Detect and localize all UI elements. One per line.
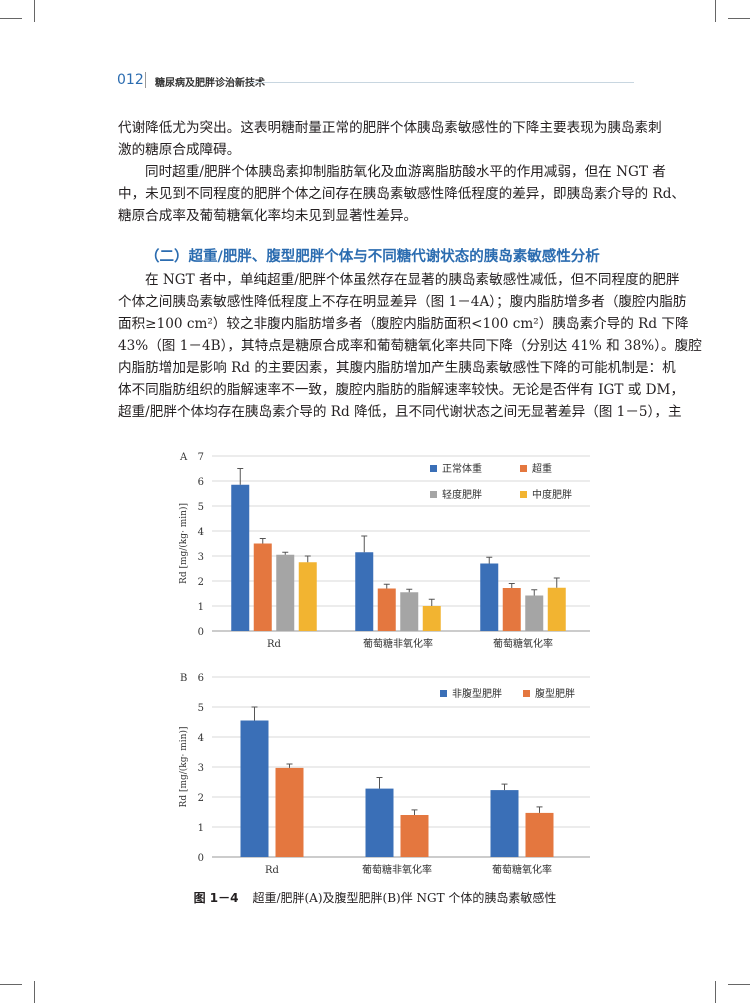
legend-swatch <box>440 690 447 697</box>
y-tick-label: 4 <box>198 527 204 538</box>
bar <box>365 788 394 857</box>
y-axis-title: Rd [mg/(kg· min)] <box>178 503 189 584</box>
y-tick-label: 7 <box>198 452 204 463</box>
section-heading: （二）超重/肥胖、腹型肥胖个体与不同糖代谢状态的胰岛素敏感性分析 <box>145 249 600 265</box>
x-category-label: 葡萄糖氧化率 <box>493 637 553 650</box>
legend-label: 轻度肥胖 <box>442 488 482 501</box>
y-tick-label: 5 <box>198 703 204 714</box>
bar <box>231 484 250 631</box>
text-line: 在 NGT 者中，单纯超重/肥胖个体虽然存在显著的胰岛素敏感性减低，但不同程度的… <box>145 272 680 288</box>
x-category-label: 葡萄糖非氧化率 <box>363 637 433 650</box>
legend-label: 非腹型肥胖 <box>452 687 502 700</box>
text-line: 糖原合成率及葡萄糖氧化率均未见到显著性差异。 <box>118 208 418 224</box>
chart-a: A 0 1 2 3 4 5 6 7 Rd [mg/(kg· min)] Rd 葡萄糖非氧化率 葡萄糖氧化… <box>178 452 590 650</box>
header-rule <box>250 82 634 83</box>
legend-swatch <box>523 690 530 697</box>
bar <box>377 588 396 631</box>
y-axis-title: Rd [mg/(kg· min)] <box>178 727 189 808</box>
y-tick-label: 3 <box>198 763 204 774</box>
legend-label: 超重 <box>532 462 552 475</box>
bar <box>240 720 269 857</box>
figure-caption-text: 超重/肥胖(A)及腹型肥胖(B)伴 NGT 个体的胰岛素敏感性 <box>252 891 557 905</box>
figure-label: 图 1－4 <box>193 891 239 905</box>
panel-label: A <box>179 452 188 463</box>
y-tick-label: 3 <box>198 552 204 563</box>
bar <box>547 587 566 631</box>
bar <box>276 554 295 631</box>
legend-swatch <box>520 465 527 472</box>
text-line: 激的糖原合成障碍。 <box>118 142 241 158</box>
y-tick-label: 6 <box>198 673 204 684</box>
y-tick-label: 2 <box>198 793 204 804</box>
crop-mark <box>34 981 35 1003</box>
legend-label: 腹型肥胖 <box>535 687 575 700</box>
crop-mark <box>34 0 35 22</box>
y-tick-label: 1 <box>198 823 204 834</box>
y-tick-label: 0 <box>198 853 204 864</box>
figure-caption: 图 1－4 超重/肥胖(A)及腹型肥胖(B)伴 NGT 个体的胰岛素敏感性 <box>0 889 750 906</box>
text-line: 体不同脂肪组织的脂解速率不一致，腹腔内脂肪的脂解速率较快。无论是否伴有 IGT … <box>118 382 685 398</box>
bar <box>525 595 544 631</box>
text-line: 代谢降低尤为突出。这表明糖耐量正常的肥胖个体胰岛素敏感性的下降主要表现为胰岛素刺 <box>118 120 662 136</box>
bar <box>298 562 317 631</box>
crop-mark <box>728 984 750 985</box>
bar <box>355 552 374 631</box>
chart-b: B 0 1 2 3 4 5 6 Rd [mg/(kg· min)] Rd 葡萄糖非氧化率 葡萄糖氧化率… <box>178 673 590 876</box>
text-line: 面积≥100 cm²）较之非腹内脂肪增多者（腹腔内脂肪面积<100 cm²）胰岛… <box>118 316 689 332</box>
bar <box>275 767 304 857</box>
x-category-label: Rd <box>265 865 280 876</box>
crop-mark <box>715 0 716 22</box>
y-tick-label: 4 <box>198 733 204 744</box>
legend-swatch <box>520 491 527 498</box>
legend-label: 中度肥胖 <box>532 488 572 501</box>
x-category-label: 葡萄糖氧化率 <box>492 863 552 876</box>
legend-label: 正常体重 <box>442 462 482 475</box>
bar <box>480 563 499 631</box>
text-line: 43%（图 1－4B），其特点是糖原合成率和葡萄糖氧化率共同下降（分别达 41%… <box>118 338 702 354</box>
running-header-title: 糖尿病及肥胖诊治新技术 <box>155 78 265 89</box>
text-line: 内脂肪增加是影响 Rd 的主要因素，其腹内脂肪增加产生胰岛素敏感性下降的可能机制… <box>118 360 676 376</box>
crop-mark <box>0 984 22 985</box>
bar <box>400 815 429 857</box>
x-category-label: Rd <box>267 639 282 650</box>
bar <box>502 588 521 631</box>
bar <box>253 543 272 631</box>
bar <box>490 790 519 857</box>
text-line: 超重/肥胖个体均存在胰岛素介导的 Rd 降低，且不同代谢状态之间无显著差异（图 … <box>118 404 682 420</box>
text-line: 同时超重/肥胖个体胰岛素抑制脂肪氧化及血游离脂肪酸水平的作用减弱，但在 NGT … <box>145 164 666 180</box>
bar <box>400 592 419 631</box>
legend-swatch <box>430 491 437 498</box>
text-line: 个体之间胰岛素敏感性降低程度上不存在明显差异（图 1－4A）；腹内脂肪增多者（腹… <box>118 294 687 310</box>
header-divider <box>145 72 146 88</box>
legend-swatch <box>430 465 437 472</box>
y-tick-label: 1 <box>198 602 204 613</box>
crop-mark <box>0 18 22 19</box>
crop-mark <box>728 18 750 19</box>
text-line: 中，未见到不同程度的肥胖个体之间存在胰岛素敏感性降低程度的差异，即胰岛素介导的 … <box>118 186 686 202</box>
y-tick-label: 2 <box>198 577 204 588</box>
crop-mark <box>715 981 716 1003</box>
page-number: 012 <box>117 72 144 88</box>
y-tick-label: 6 <box>198 477 204 488</box>
y-tick-label: 0 <box>198 627 204 638</box>
x-category-label: 葡萄糖非氧化率 <box>362 863 432 876</box>
bar <box>525 812 554 857</box>
panel-label: B <box>180 673 187 684</box>
y-tick-label: 5 <box>198 502 204 513</box>
bar <box>422 606 441 631</box>
